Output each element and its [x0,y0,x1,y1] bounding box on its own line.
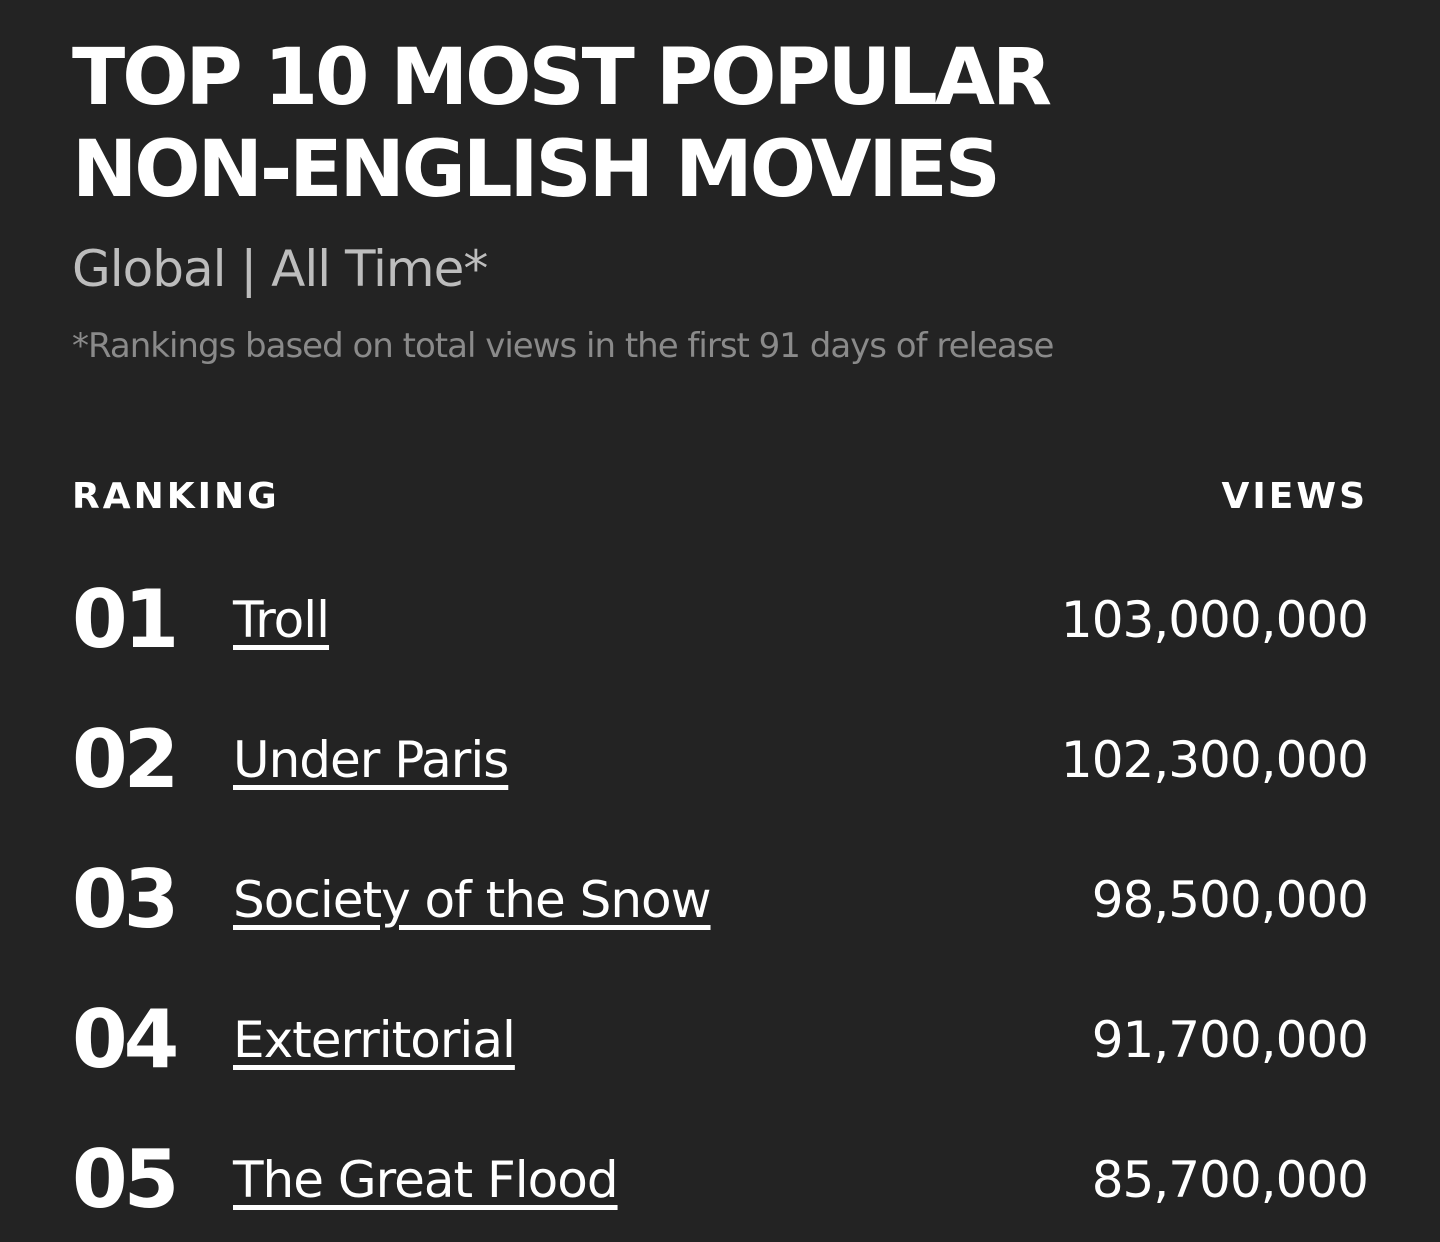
rank: 02 [72,713,179,806]
column-header: RANKING [72,476,280,517]
column-header: VIEWS [1221,476,1368,517]
movie-link[interactable]: The Great Flood [233,1151,619,1209]
movie-link[interactable]: Troll [233,591,330,649]
rank: 05 [72,1133,179,1226]
views: 98,500,000 [1091,871,1369,929]
table-row: 04 Exterritorial 91,700,000 [72,990,1369,1090]
rank: 03 [72,853,179,946]
subtitle: Global | All Time* [72,240,488,298]
views: 85,700,000 [1091,1151,1369,1209]
movie-link[interactable]: Society of the Snow [233,871,712,929]
note: *Rankings based on total views in the fi… [72,326,1054,366]
rank: 01 [72,573,179,666]
title: TOP 10 MOST POPULAR NON-ENGLISH MOVIES [72,33,1052,215]
movie-link[interactable]: Exterritorial [233,1011,516,1069]
table-row: 02 Under Paris 102,300,000 [72,710,1369,810]
table-row: 01 Troll 103,000,000 [72,570,1369,670]
table-row: 05 The Great Flood 85,700,000 [72,1130,1369,1230]
views: 102,300,000 [1060,731,1369,789]
movie-link[interactable]: Under Paris [233,731,509,789]
table-row: 03 Society of the Snow 98,500,000 [72,850,1369,950]
rank: 04 [72,993,179,1086]
views: 91,700,000 [1091,1011,1369,1069]
views: 103,000,000 [1060,591,1369,649]
